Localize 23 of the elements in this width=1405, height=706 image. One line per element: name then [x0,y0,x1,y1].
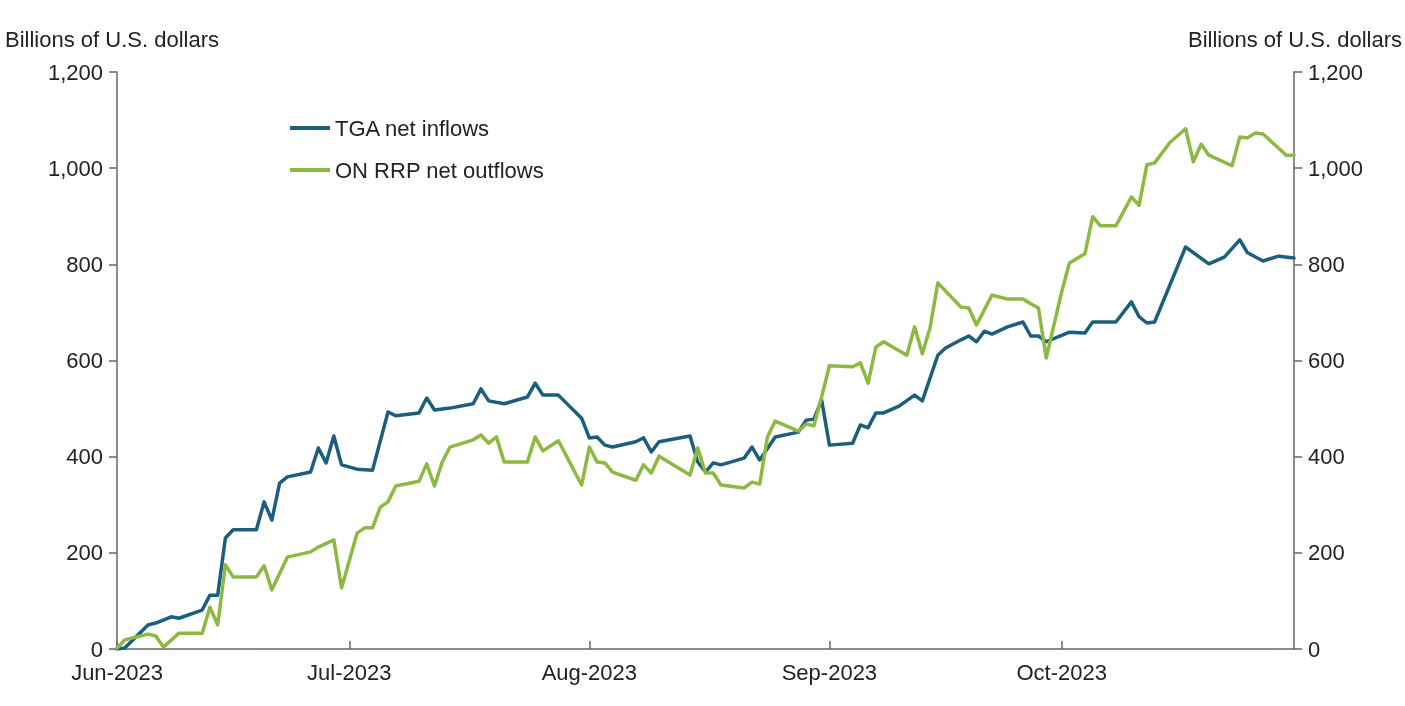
y2-tick-label: 200 [1308,540,1345,566]
legend-label: TGA net inflows [335,115,490,141]
x-tick-label: Oct-2023 [1016,659,1107,685]
y-axis-title: Billions of U.S. dollars [5,26,219,52]
y-tick-label: 200 [66,540,103,566]
y2-tick-label: 600 [1308,348,1345,373]
y2-tick-label: 1,200 [1308,59,1364,85]
x-tick-label: Aug-2023 [541,659,638,685]
x-tick-label: Jul-2023 [307,659,392,685]
x-tick-label: Sep-2023 [781,659,878,685]
legend-label: ON RRP net outflows [335,157,544,183]
y-tick-label: 800 [66,251,103,277]
y2-tick-label: 800 [1308,251,1345,277]
y-tick-label: 1,000 [47,155,103,181]
y2-tick-label: 0 [1308,636,1321,662]
y-tick-label: 400 [66,444,103,470]
y-tick-label: 0 [90,636,103,662]
y-tick-label: 1,200 [47,59,103,85]
y-tick-label: 600 [66,348,103,373]
y2-axis-title: Billions of U.S. dollars [1188,26,1402,52]
y2-tick-label: 1,000 [1308,155,1364,181]
x-tick-label: Jun-2023 [71,659,163,685]
y2-tick-label: 400 [1308,444,1345,470]
